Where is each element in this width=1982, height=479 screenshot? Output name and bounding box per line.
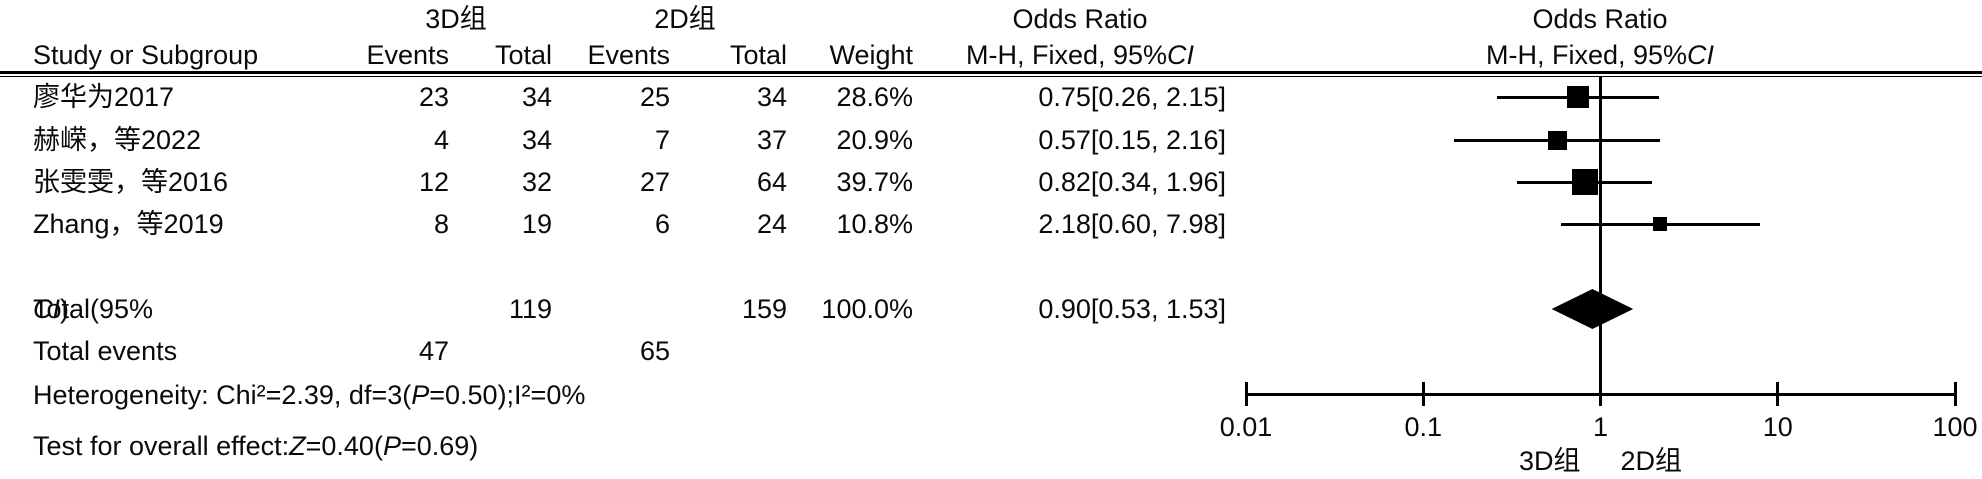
total-2d-cell: 37	[756, 125, 787, 155]
total-2d-cell: 24	[756, 209, 787, 239]
or-column-title: Odds Ratio	[1012, 4, 1148, 34]
heterogeneity-p-italic: P	[411, 380, 430, 410]
x-axis-tick	[1953, 382, 1957, 406]
or-method-text: M-H, Fixed, 95%	[965, 40, 1168, 70]
or-method-ci: CI	[1167, 40, 1195, 70]
x-axis-tick-label: 100	[1932, 412, 1978, 442]
or-ci-cell: 0.82[0.34, 1.96]	[1038, 167, 1226, 197]
study-row: Zhang，等2019 8 19 6 24 10.8% 2.18[0.60, 7…	[0, 206, 1982, 242]
total-2d-cell: 64	[756, 167, 787, 197]
x-axis-tick	[1776, 382, 1780, 406]
overall-part: =0.40(	[305, 431, 383, 461]
heterogeneity-text: Heterogeneity: Chi²=2.39, df=3(P=0.50);I…	[33, 377, 585, 413]
total-3d-cell: 34	[521, 125, 552, 155]
or-ci-cell: 0.90[0.53, 1.53]	[1038, 294, 1226, 324]
study-name: Zhang，等2019	[33, 209, 224, 239]
x-axis-tick-label: 1	[1592, 412, 1609, 442]
events-3d-cell: 12	[418, 167, 449, 197]
summary-diamond	[1551, 289, 1634, 329]
overall-p-italic: P	[382, 431, 401, 461]
overall-part: Test for overall effect:	[33, 431, 290, 461]
total-label: Total(95% CI)	[33, 291, 153, 327]
group-2d-header: 2D组	[654, 4, 716, 34]
plot-or-method-ci: CI	[1687, 40, 1715, 70]
heterogeneity-part: =0.50);I²=0%	[429, 380, 586, 410]
study-name: 张雯雯，等2016	[33, 167, 229, 197]
overall-effect-text: Test for overall effect:Z=0.40(P=0.69)	[33, 428, 478, 464]
weight-cell: 100.0%	[821, 294, 913, 324]
favours-left-label: 3D组	[1518, 446, 1581, 476]
events-2d-cell: 6	[654, 209, 670, 239]
effect-square	[1547, 130, 1567, 150]
study-row: 赫嵘，等2022 4 34 7 37 20.9% 0.57[0.15, 2.16…	[0, 122, 1982, 158]
study-name: 赫嵘，等2022	[33, 125, 202, 155]
total-3d-header: Total	[494, 40, 552, 70]
total-row: Total(95% CI) 119 159 100.0% 0.90[0.53, 1…	[0, 291, 1982, 327]
total-events-row: Total events 47 65	[0, 333, 1982, 369]
weight-cell: 20.9%	[836, 125, 913, 155]
heterogeneity-part: Heterogeneity: Chi²=2.39, df=3(	[33, 380, 412, 410]
plot-or-method-text: M-H, Fixed, 95%	[1485, 40, 1688, 70]
study-row: 廖华为2017 23 34 25 34 28.6% 0.75[0.26, 2.1…	[0, 79, 1982, 115]
total-3d-cell: 19	[521, 209, 552, 239]
effect-square	[1567, 86, 1590, 108]
or-ci-cell: 0.75[0.26, 2.15]	[1038, 82, 1226, 112]
events-3d-header: Events	[366, 40, 449, 70]
header-rule	[0, 71, 1982, 77]
total-label-close: )	[60, 294, 69, 324]
total-events-label: Total events	[33, 336, 178, 366]
plot-or-subtitle: M-H, Fixed, 95%CI	[1450, 38, 1750, 72]
effect-square	[1653, 217, 1668, 231]
or-column-subtitle: M-H, Fixed, 95%CI	[930, 38, 1230, 72]
favours-right-label: 2D组	[1620, 446, 1683, 476]
null-line	[1599, 77, 1602, 406]
or-ci-cell: 0.57[0.15, 2.16]	[1038, 125, 1226, 155]
events-3d-cell: 8	[433, 209, 449, 239]
study-name: 廖华为2017	[33, 82, 175, 112]
total-2d-cell: 159	[741, 294, 787, 324]
effect-square	[1572, 169, 1599, 195]
total-label-ci: CI	[33, 294, 60, 324]
overall-z-italic: Z	[289, 431, 306, 461]
events-2d-header: Events	[587, 40, 670, 70]
weight-header: Weight	[829, 40, 913, 70]
events-3d-cell: 23	[418, 82, 449, 112]
x-axis-tick-label: 0.01	[1219, 412, 1273, 442]
overall-part: =0.69)	[400, 431, 479, 461]
events-2d-cell: 25	[639, 82, 670, 112]
or-ci-cell: 2.18[0.60, 7.98]	[1038, 209, 1226, 239]
x-axis-tick-label: 0.1	[1404, 412, 1443, 442]
total-3d-cell: 119	[508, 294, 552, 324]
total-3d-cell: 34	[521, 82, 552, 112]
total-2d-header: Total	[729, 40, 787, 70]
plot-or-title: Odds Ratio	[1532, 4, 1668, 34]
total-2d-cell: 34	[756, 82, 787, 112]
x-axis-tick	[1421, 382, 1425, 406]
events-2d-cell: 65	[639, 336, 670, 366]
events-3d-cell: 4	[433, 125, 449, 155]
x-axis-tick-label: 10	[1762, 412, 1793, 442]
total-label-text: Total(95%	[33, 294, 154, 324]
events-2d-cell: 7	[654, 125, 670, 155]
weight-cell: 10.8%	[836, 209, 913, 239]
group-3d-header: 3D组	[425, 4, 487, 34]
total-3d-cell: 32	[521, 167, 552, 197]
weight-cell: 39.7%	[836, 167, 913, 197]
study-col-header: Study or Subgroup	[33, 40, 259, 70]
events-2d-cell: 27	[639, 167, 670, 197]
x-axis-tick	[1244, 382, 1248, 406]
events-3d-cell: 47	[418, 336, 449, 366]
weight-cell: 28.6%	[836, 82, 913, 112]
study-row: 张雯雯，等2016 12 32 27 64 39.7% 0.82[0.34, 1…	[0, 164, 1982, 200]
